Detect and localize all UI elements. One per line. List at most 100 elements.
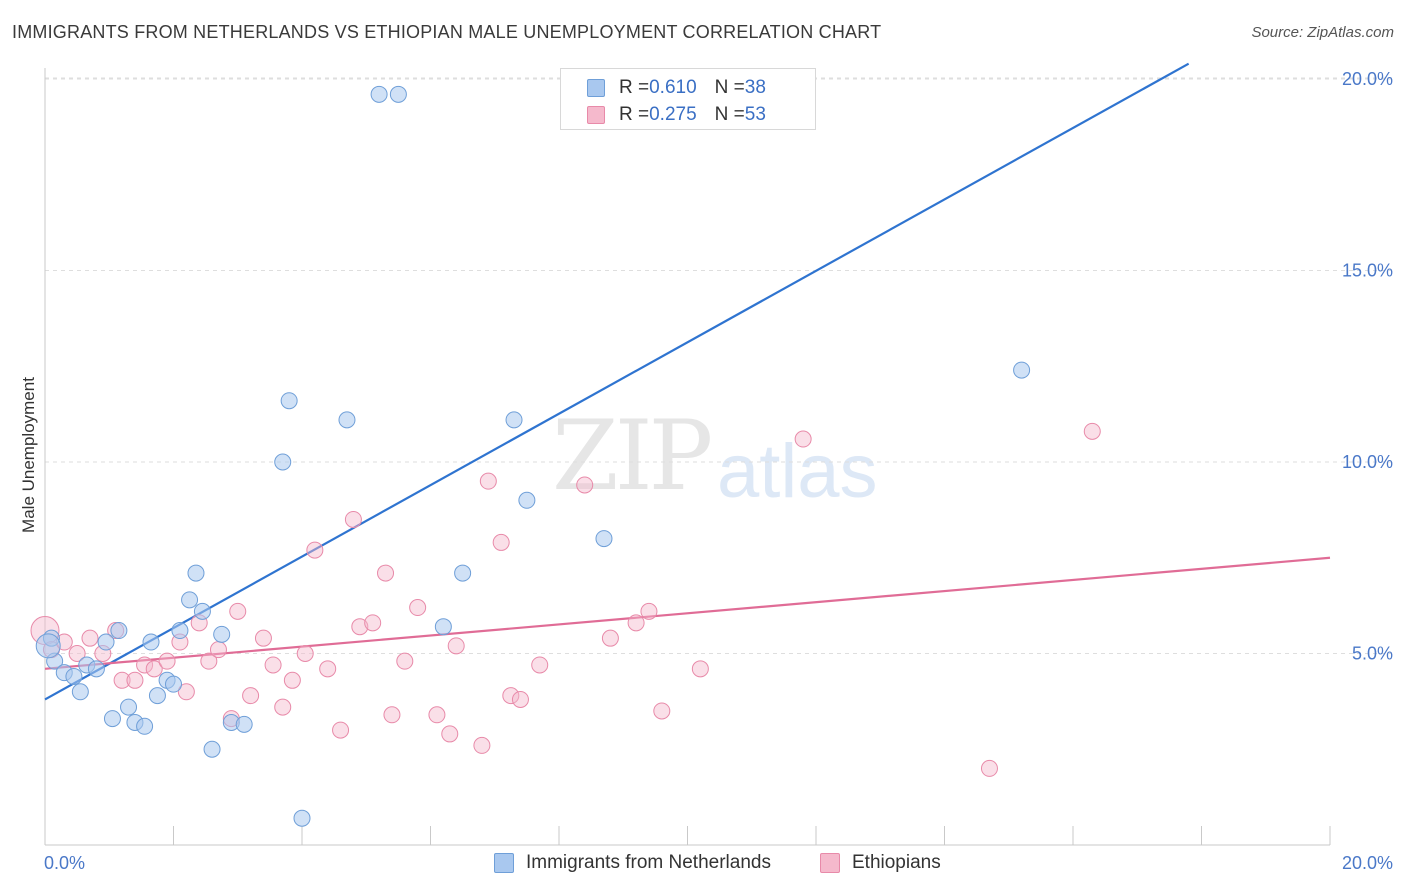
x-tick-label: 0.0% bbox=[44, 853, 85, 873]
data-point-ethiopians bbox=[794, 430, 812, 448]
data-point-ethiopians bbox=[158, 652, 176, 670]
y-tick-label: 20.0% bbox=[1342, 69, 1393, 89]
legend-r-label: R = bbox=[619, 77, 650, 98]
data-point-netherlands bbox=[103, 710, 121, 728]
data-point-ethiopians bbox=[511, 690, 529, 708]
data-point-ethiopians bbox=[377, 564, 395, 582]
data-point-ethiopians bbox=[229, 602, 247, 620]
legend-swatch-netherlands bbox=[587, 79, 605, 97]
legend-label-ethiopians: Ethiopians bbox=[852, 852, 941, 873]
watermark-zip: ZIP bbox=[552, 400, 713, 512]
data-point-ethiopians bbox=[145, 660, 163, 678]
data-point-netherlands bbox=[136, 717, 154, 735]
data-point-ethiopians bbox=[306, 541, 324, 559]
data-point-netherlands bbox=[389, 85, 407, 103]
legend-row-netherlands: R = 0.610 N = 38 bbox=[587, 77, 766, 99]
data-point-ethiopians bbox=[68, 645, 86, 662]
data-point-ethiopians bbox=[409, 599, 427, 617]
data-point-netherlands bbox=[235, 715, 253, 733]
data-point-netherlands bbox=[71, 683, 89, 701]
data-point-ethiopians bbox=[126, 671, 144, 689]
data-point-ethiopians bbox=[344, 510, 362, 528]
data-point-ethiopians bbox=[1083, 422, 1101, 440]
legend-r-value: 0.275 bbox=[649, 104, 697, 125]
source-label: Source: ZipAtlas.com bbox=[1251, 24, 1394, 41]
data-point-ethiopians bbox=[576, 476, 594, 494]
bottom-legend-ethiopians[interactable]: Ethiopians bbox=[820, 852, 941, 874]
data-point-ethiopians bbox=[296, 645, 314, 662]
legend-swatch-netherlands bbox=[494, 853, 514, 873]
data-point-ethiopians bbox=[441, 725, 459, 743]
legend-n-label: N = bbox=[714, 77, 745, 98]
data-point-netherlands bbox=[338, 411, 356, 429]
data-point-ethiopians bbox=[492, 533, 510, 551]
trend-line-ethiopians bbox=[44, 556, 1331, 670]
data-point-ethiopians bbox=[242, 687, 260, 705]
legend-r-value: 0.610 bbox=[649, 77, 697, 98]
data-point-ethiopians bbox=[364, 614, 382, 632]
data-point-netherlands bbox=[142, 633, 160, 651]
correlation-legend: R = 0.610 N = 38 R = 0.275 N = 53 bbox=[560, 68, 816, 130]
data-point-netherlands bbox=[505, 411, 523, 429]
data-point-ethiopians bbox=[396, 652, 414, 670]
data-point-ethiopians bbox=[691, 660, 709, 678]
data-point-netherlands bbox=[595, 530, 613, 548]
watermark-atlas: atlas bbox=[717, 429, 878, 514]
data-point-netherlands bbox=[1013, 361, 1031, 379]
data-point-ethiopians bbox=[274, 698, 292, 716]
data-point-ethiopians bbox=[332, 721, 350, 739]
data-point-netherlands bbox=[65, 667, 83, 685]
data-point-ethiopians bbox=[447, 637, 465, 655]
data-point-ethiopians bbox=[640, 602, 658, 620]
bottom-legend-netherlands[interactable]: Immigrants from Netherlands bbox=[494, 852, 771, 874]
axes bbox=[44, 68, 1331, 846]
x-tick-label: 20.0% bbox=[1342, 853, 1393, 873]
data-point-ethiopians bbox=[479, 472, 497, 490]
data-point-netherlands bbox=[171, 622, 189, 640]
data-point-netherlands bbox=[87, 660, 105, 678]
data-point-netherlands bbox=[293, 809, 311, 827]
data-point-ethiopians bbox=[200, 652, 218, 670]
data-point-netherlands bbox=[110, 622, 128, 640]
data-point-netherlands bbox=[97, 633, 115, 651]
series-ethiopians bbox=[30, 422, 1101, 777]
data-point-ethiopians bbox=[319, 660, 337, 678]
data-point-ethiopians bbox=[264, 656, 282, 674]
data-point-netherlands bbox=[193, 602, 211, 620]
data-point-netherlands bbox=[181, 591, 199, 609]
data-point-ethiopians bbox=[351, 618, 369, 636]
grid-lines bbox=[45, 77, 1392, 654]
data-point-netherlands bbox=[120, 698, 138, 716]
legend-n-value: 38 bbox=[744, 77, 766, 98]
data-point-ethiopians bbox=[254, 629, 272, 647]
data-point-netherlands bbox=[213, 625, 231, 643]
trend-lines bbox=[44, 62, 1331, 701]
data-point-netherlands bbox=[165, 675, 182, 693]
legend-row-ethiopians: R = 0.275 N = 53 bbox=[587, 104, 766, 126]
y-tick-label: 5.0% bbox=[1352, 644, 1393, 664]
series-netherlands bbox=[35, 85, 1031, 827]
data-point-netherlands bbox=[518, 491, 536, 509]
y-axis-label: Male Unemployment bbox=[19, 377, 38, 533]
chart-title: IMMIGRANTS FROM NETHERLANDS VS ETHIOPIAN… bbox=[12, 22, 882, 42]
data-point-ethiopians bbox=[177, 683, 195, 701]
data-point-ethiopians bbox=[428, 706, 446, 724]
data-point-netherlands bbox=[203, 740, 221, 758]
data-point-netherlands bbox=[434, 618, 452, 636]
data-point-ethiopians bbox=[627, 614, 645, 632]
data-point-ethiopians bbox=[113, 671, 131, 689]
data-point-netherlands bbox=[148, 687, 166, 705]
legend-label-netherlands: Immigrants from Netherlands bbox=[526, 852, 771, 873]
data-point-ethiopians bbox=[601, 629, 619, 647]
data-point-ethiopians bbox=[283, 671, 301, 689]
legend-n-value: 53 bbox=[744, 104, 766, 125]
data-point-ethiopians bbox=[209, 641, 227, 659]
legend-swatch-ethiopians bbox=[820, 853, 840, 873]
data-point-netherlands bbox=[35, 633, 61, 659]
data-point-netherlands bbox=[187, 564, 205, 582]
data-point-netherlands bbox=[454, 564, 472, 582]
data-point-netherlands bbox=[274, 453, 292, 471]
data-point-ethiopians bbox=[383, 706, 401, 724]
data-point-netherlands bbox=[370, 85, 388, 103]
